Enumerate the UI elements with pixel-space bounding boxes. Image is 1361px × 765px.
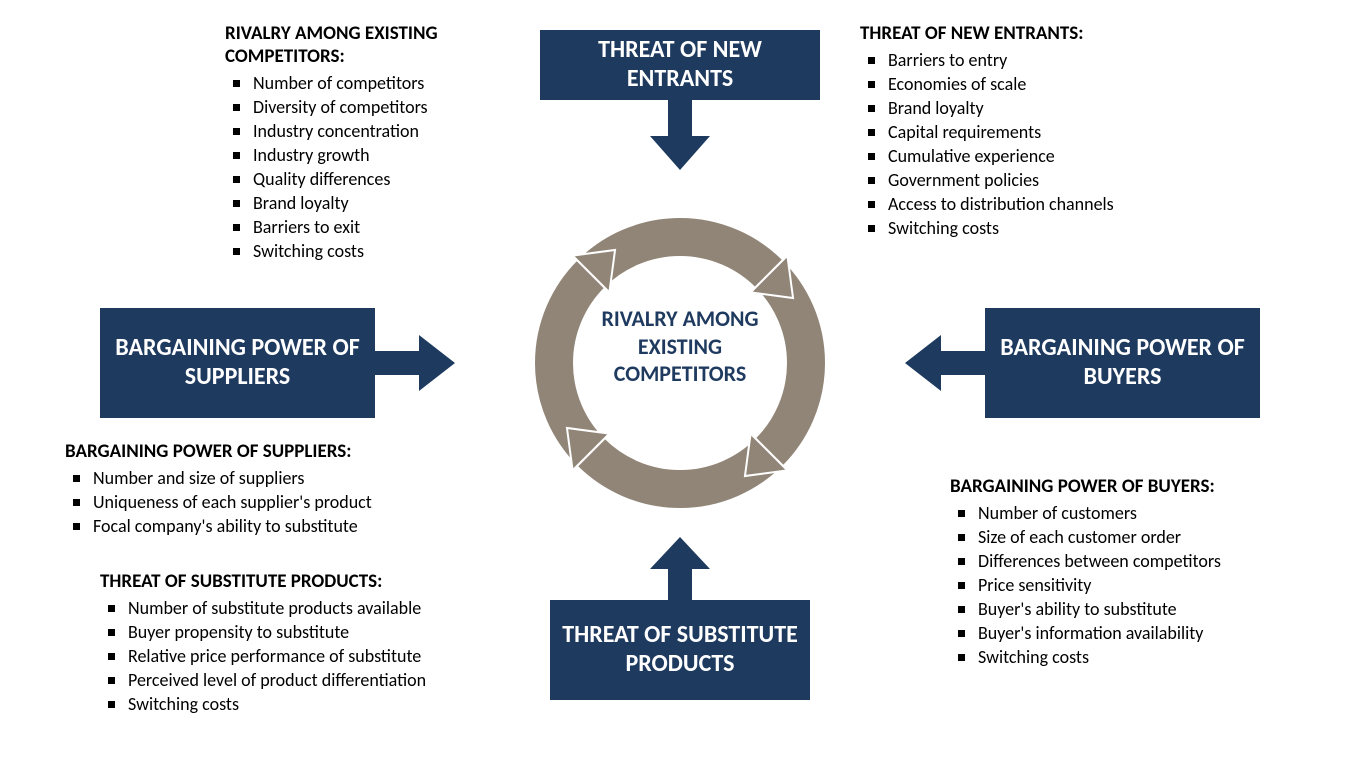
section-title: BARGAINING POWER OF BUYERS: [950, 475, 1350, 498]
list-item: Switching costs [860, 217, 1240, 239]
list-item: Economies of scale [860, 73, 1240, 95]
list-item: Switching costs [100, 693, 540, 715]
list-item: Industry concentration [225, 120, 525, 142]
list-item: Quality differences [225, 168, 525, 190]
list-item: Size of each customer order [950, 526, 1350, 548]
bullet-list: Number of competitorsDiversity of compet… [225, 72, 525, 262]
arrow-right-icon [375, 335, 455, 391]
list-item: Barriers to entry [860, 49, 1240, 71]
section-title: THREAT OF SUBSTITUTE PRODUCTS: [100, 570, 540, 593]
list-item: Number and size of suppliers [65, 467, 485, 489]
section-buyers: BARGAINING POWER OF BUYERS: Number of cu… [950, 475, 1350, 670]
section-new-entrants: THREAT OF NEW ENTRANTS: Barriers to entr… [860, 22, 1240, 241]
force-box-bottom: THREAT OF SUBSTITUTE PRODUCTS [550, 600, 810, 700]
list-item: Access to distribution channels [860, 193, 1240, 215]
bullet-list: Barriers to entryEconomies of scaleBrand… [860, 49, 1240, 239]
bullet-list: Number and size of suppliersUniqueness o… [65, 467, 485, 537]
list-item: Number of competitors [225, 72, 525, 94]
section-rivalry: RIVALRY AMONG EXISTING COMPETITORS: Numb… [225, 22, 525, 264]
list-item: Number of substitute products available [100, 597, 540, 619]
list-item: Diversity of competitors [225, 96, 525, 118]
force-box-right: BARGAINING POWER OF BUYERS [985, 308, 1260, 418]
bullet-list: Number of substitute products availableB… [100, 597, 540, 715]
list-item: Differences between competitors [950, 550, 1350, 572]
list-item: Brand loyalty [860, 97, 1240, 119]
section-title: THREAT OF NEW ENTRANTS: [860, 22, 1240, 45]
list-item: Cumulative experience [860, 145, 1240, 167]
list-item: Number of customers [950, 502, 1350, 524]
center-label: RIVALRY AMONG EXISTING COMPETITORS [585, 305, 775, 388]
list-item: Buyer's ability to substitute [950, 598, 1350, 620]
list-item: Buyer's information availability [950, 622, 1350, 644]
list-item: Industry growth [225, 144, 525, 166]
list-item: Uniqueness of each supplier's product [65, 491, 485, 513]
section-substitutes: THREAT OF SUBSTITUTE PRODUCTS: Number of… [100, 570, 540, 717]
list-item: Government policies [860, 169, 1240, 191]
force-box-left: BARGAINING POWER OF SUPPLIERS [100, 308, 375, 418]
arrow-left-icon [905, 335, 985, 391]
arrow-down-icon [650, 100, 710, 170]
section-suppliers: BARGAINING POWER OF SUPPLIERS: Number an… [65, 440, 485, 539]
list-item: Barriers to exit [225, 216, 525, 238]
list-item: Capital requirements [860, 121, 1240, 143]
arrow-up-icon [650, 537, 710, 602]
list-item: Perceived level of product differentiati… [100, 669, 540, 691]
list-item: Buyer propensity to substitute [100, 621, 540, 643]
section-title: BARGAINING POWER OF SUPPLIERS: [65, 440, 485, 463]
bullet-list: Number of customersSize of each customer… [950, 502, 1350, 668]
section-title: RIVALRY AMONG EXISTING COMPETITORS: [225, 22, 525, 68]
list-item: Switching costs [950, 646, 1350, 668]
force-box-top: THREAT OF NEW ENTRANTS [540, 30, 820, 100]
list-item: Brand loyalty [225, 192, 525, 214]
list-item: Switching costs [225, 240, 525, 262]
list-item: Focal company's ability to substitute [65, 515, 485, 537]
list-item: Price sensitivity [950, 574, 1350, 596]
list-item: Relative price performance of substitute [100, 645, 540, 667]
